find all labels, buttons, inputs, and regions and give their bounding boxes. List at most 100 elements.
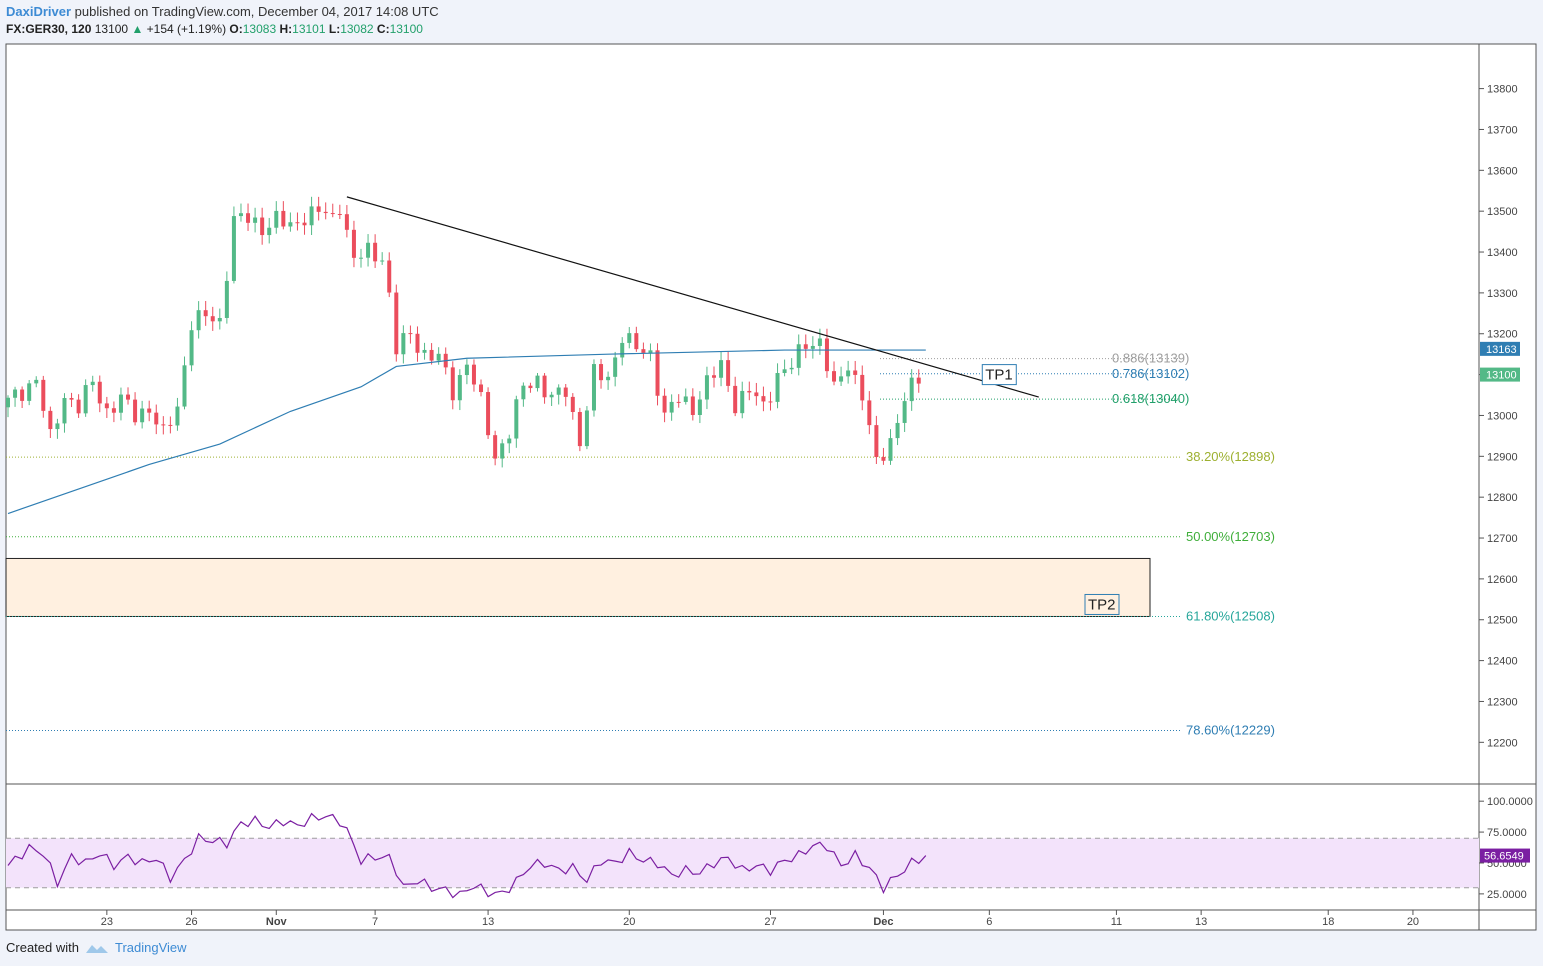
candle-body [627, 333, 632, 343]
ohlc-legend: FX:GER30, 120 13100 ▲ +154 (+1.19%) O:13… [6, 22, 423, 36]
candle-body [457, 375, 462, 401]
close-value: 13100 [389, 22, 423, 36]
candle-body [48, 410, 53, 430]
candle-body [514, 399, 519, 439]
candle-body [768, 401, 773, 403]
time-tick-label: 7 [372, 916, 378, 928]
candle-body [662, 395, 667, 413]
candle-body [118, 394, 123, 413]
candle-body [817, 338, 822, 346]
low-label: L: [328, 22, 341, 36]
candle-body [712, 375, 716, 378]
candle-body [97, 381, 102, 404]
up-arrow-icon: ▲ [131, 22, 144, 36]
tp2-label: TP2 [1088, 596, 1116, 613]
candle-body [486, 392, 491, 436]
time-tick-label: 27 [764, 916, 776, 928]
candle-body [909, 377, 914, 402]
candle-body [747, 390, 752, 393]
time-axis[interactable]: 23 26 Nov 7 13 20 27 Dec 6 11 13 18 20 [101, 910, 1419, 928]
candle-body [881, 457, 886, 461]
published-text: published on TradingView.com, December 0… [74, 4, 439, 19]
candle-body [359, 257, 363, 259]
candle-body [542, 375, 547, 398]
tradingview-link[interactable]: TradingView [114, 940, 187, 955]
time-tick-label: Nov [266, 916, 288, 928]
candle-body [613, 357, 618, 377]
candle-body [902, 401, 907, 423]
time-tick-label: 18 [1322, 916, 1334, 928]
candle-body [860, 374, 865, 401]
trend-line[interactable] [346, 196, 1039, 398]
tp1-label-box [981, 364, 1017, 386]
candle-body [839, 376, 844, 382]
price-tick-label: 13600 [1487, 165, 1518, 177]
price-change: +154 (+1.19%) [146, 22, 227, 36]
candle-body [246, 213, 251, 223]
high-label: H: [279, 22, 293, 36]
candle-body [803, 344, 808, 349]
candle-body [394, 292, 399, 355]
candle-body [111, 408, 116, 413]
price-tick-label: 12500 [1487, 615, 1518, 627]
candle-body [577, 411, 582, 447]
author-link[interactable]: DaxiDriver [6, 4, 72, 19]
candle-body [281, 210, 286, 227]
price-tick-label: 12800 [1487, 492, 1518, 504]
candle-body [507, 438, 512, 444]
candle-body [288, 222, 293, 227]
price-tag-label: 13100 [1486, 370, 1517, 382]
price-axis[interactable]: 13800 13700 13600 13500 13400 13300 13200 13100… [1479, 84, 1518, 750]
open-label: O: [229, 22, 243, 36]
candle-body [888, 438, 893, 461]
time-tick-label: 13 [1195, 916, 1207, 928]
candle-body [274, 210, 279, 228]
rsi-tick-label: 25.0000 [1487, 889, 1527, 901]
price-tick-label: 12600 [1487, 574, 1518, 586]
candle-body [415, 333, 420, 353]
candle-body [754, 392, 759, 397]
candle-body [147, 408, 152, 413]
candle-body [796, 344, 801, 368]
candle-body [824, 338, 829, 372]
candle-body [62, 398, 67, 424]
candle-body [330, 213, 335, 215]
candle-body [775, 373, 780, 402]
candle-body [591, 364, 596, 411]
candle-body [479, 384, 484, 393]
candle-body [189, 330, 194, 366]
fib-level-label: 0.786(13102) [1112, 366, 1189, 381]
rsi-tick-label: 75.0000 [1487, 827, 1527, 839]
candle-body [853, 370, 858, 375]
price-tick-label: 13000 [1487, 410, 1518, 422]
candle-body [570, 396, 575, 412]
open-value: 13083 [242, 22, 277, 36]
candle-body [344, 214, 349, 230]
candle-body [217, 317, 222, 322]
candle-body [810, 345, 815, 349]
fib-level-label: 78.60%(12229) [1186, 722, 1275, 737]
publish-info: DaxiDriver published on TradingView.com,… [6, 4, 439, 19]
candle-body [133, 399, 138, 423]
candle-body [238, 213, 243, 217]
candle-body [41, 379, 46, 411]
candle-body [916, 377, 921, 384]
candle-body [895, 422, 900, 439]
price-tick-label: 13300 [1487, 288, 1518, 300]
candle-body [782, 369, 787, 374]
candle-body [429, 349, 434, 361]
rsi-tick-label: 100.0000 [1487, 796, 1533, 808]
candle-body [655, 350, 660, 396]
tp2-zone[interactable] [5, 557, 1151, 617]
rsi-value-tag [1480, 848, 1530, 863]
candle-body [351, 229, 356, 258]
candle-body [733, 385, 738, 414]
candle-body [528, 385, 533, 389]
candle-body [500, 443, 505, 459]
candle-body [740, 390, 745, 414]
candle-body [337, 214, 342, 216]
price-tick-label: 13800 [1487, 84, 1518, 96]
candle-body [436, 353, 441, 361]
created-with-text: Created with [6, 940, 79, 955]
